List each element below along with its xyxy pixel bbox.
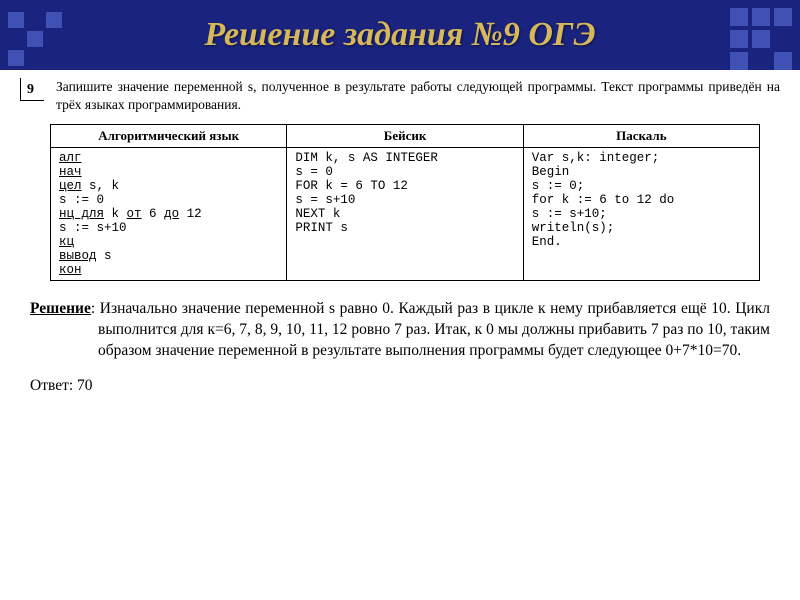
cell-alg: алг нач цел s, k s := 0 нц для k от 6 до… (51, 148, 287, 281)
task-block: 9 Запишите значение переменной s, получе… (0, 70, 800, 118)
col-pascal: Паскаль (523, 125, 759, 148)
solution-answer: Ответ: 70 (30, 376, 770, 397)
solution-block: Решение: Изначально значение переменной … (0, 281, 800, 397)
col-basic: Бейсик (287, 125, 523, 148)
solution-text: Решение: Изначально значение переменной … (30, 299, 770, 362)
decoration-pattern-right (730, 8, 792, 70)
task-number-box: 9 (20, 78, 44, 101)
code-table: Алгоритмический язык Бейсик Паскаль алг … (50, 124, 760, 281)
table-code-row: алг нач цел s, k s := 0 нц для k от 6 до… (51, 148, 760, 281)
slide-header: Решение задания №9 ОГЭ (0, 0, 800, 70)
task-number: 9 (27, 82, 34, 97)
table-header-row: Алгоритмический язык Бейсик Паскаль (51, 125, 760, 148)
decoration-pattern-left (8, 12, 62, 66)
col-alg: Алгоритмический язык (51, 125, 287, 148)
slide-title: Решение задания №9 ОГЭ (204, 16, 595, 54)
cell-pascal: Var s,k: integer; Begin s := 0; for k :=… (523, 148, 759, 281)
cell-basic: DIM k, s AS INTEGER s = 0 FOR k = 6 TO 1… (287, 148, 523, 281)
task-text: Запишите значение переменной s, полученн… (56, 78, 780, 114)
